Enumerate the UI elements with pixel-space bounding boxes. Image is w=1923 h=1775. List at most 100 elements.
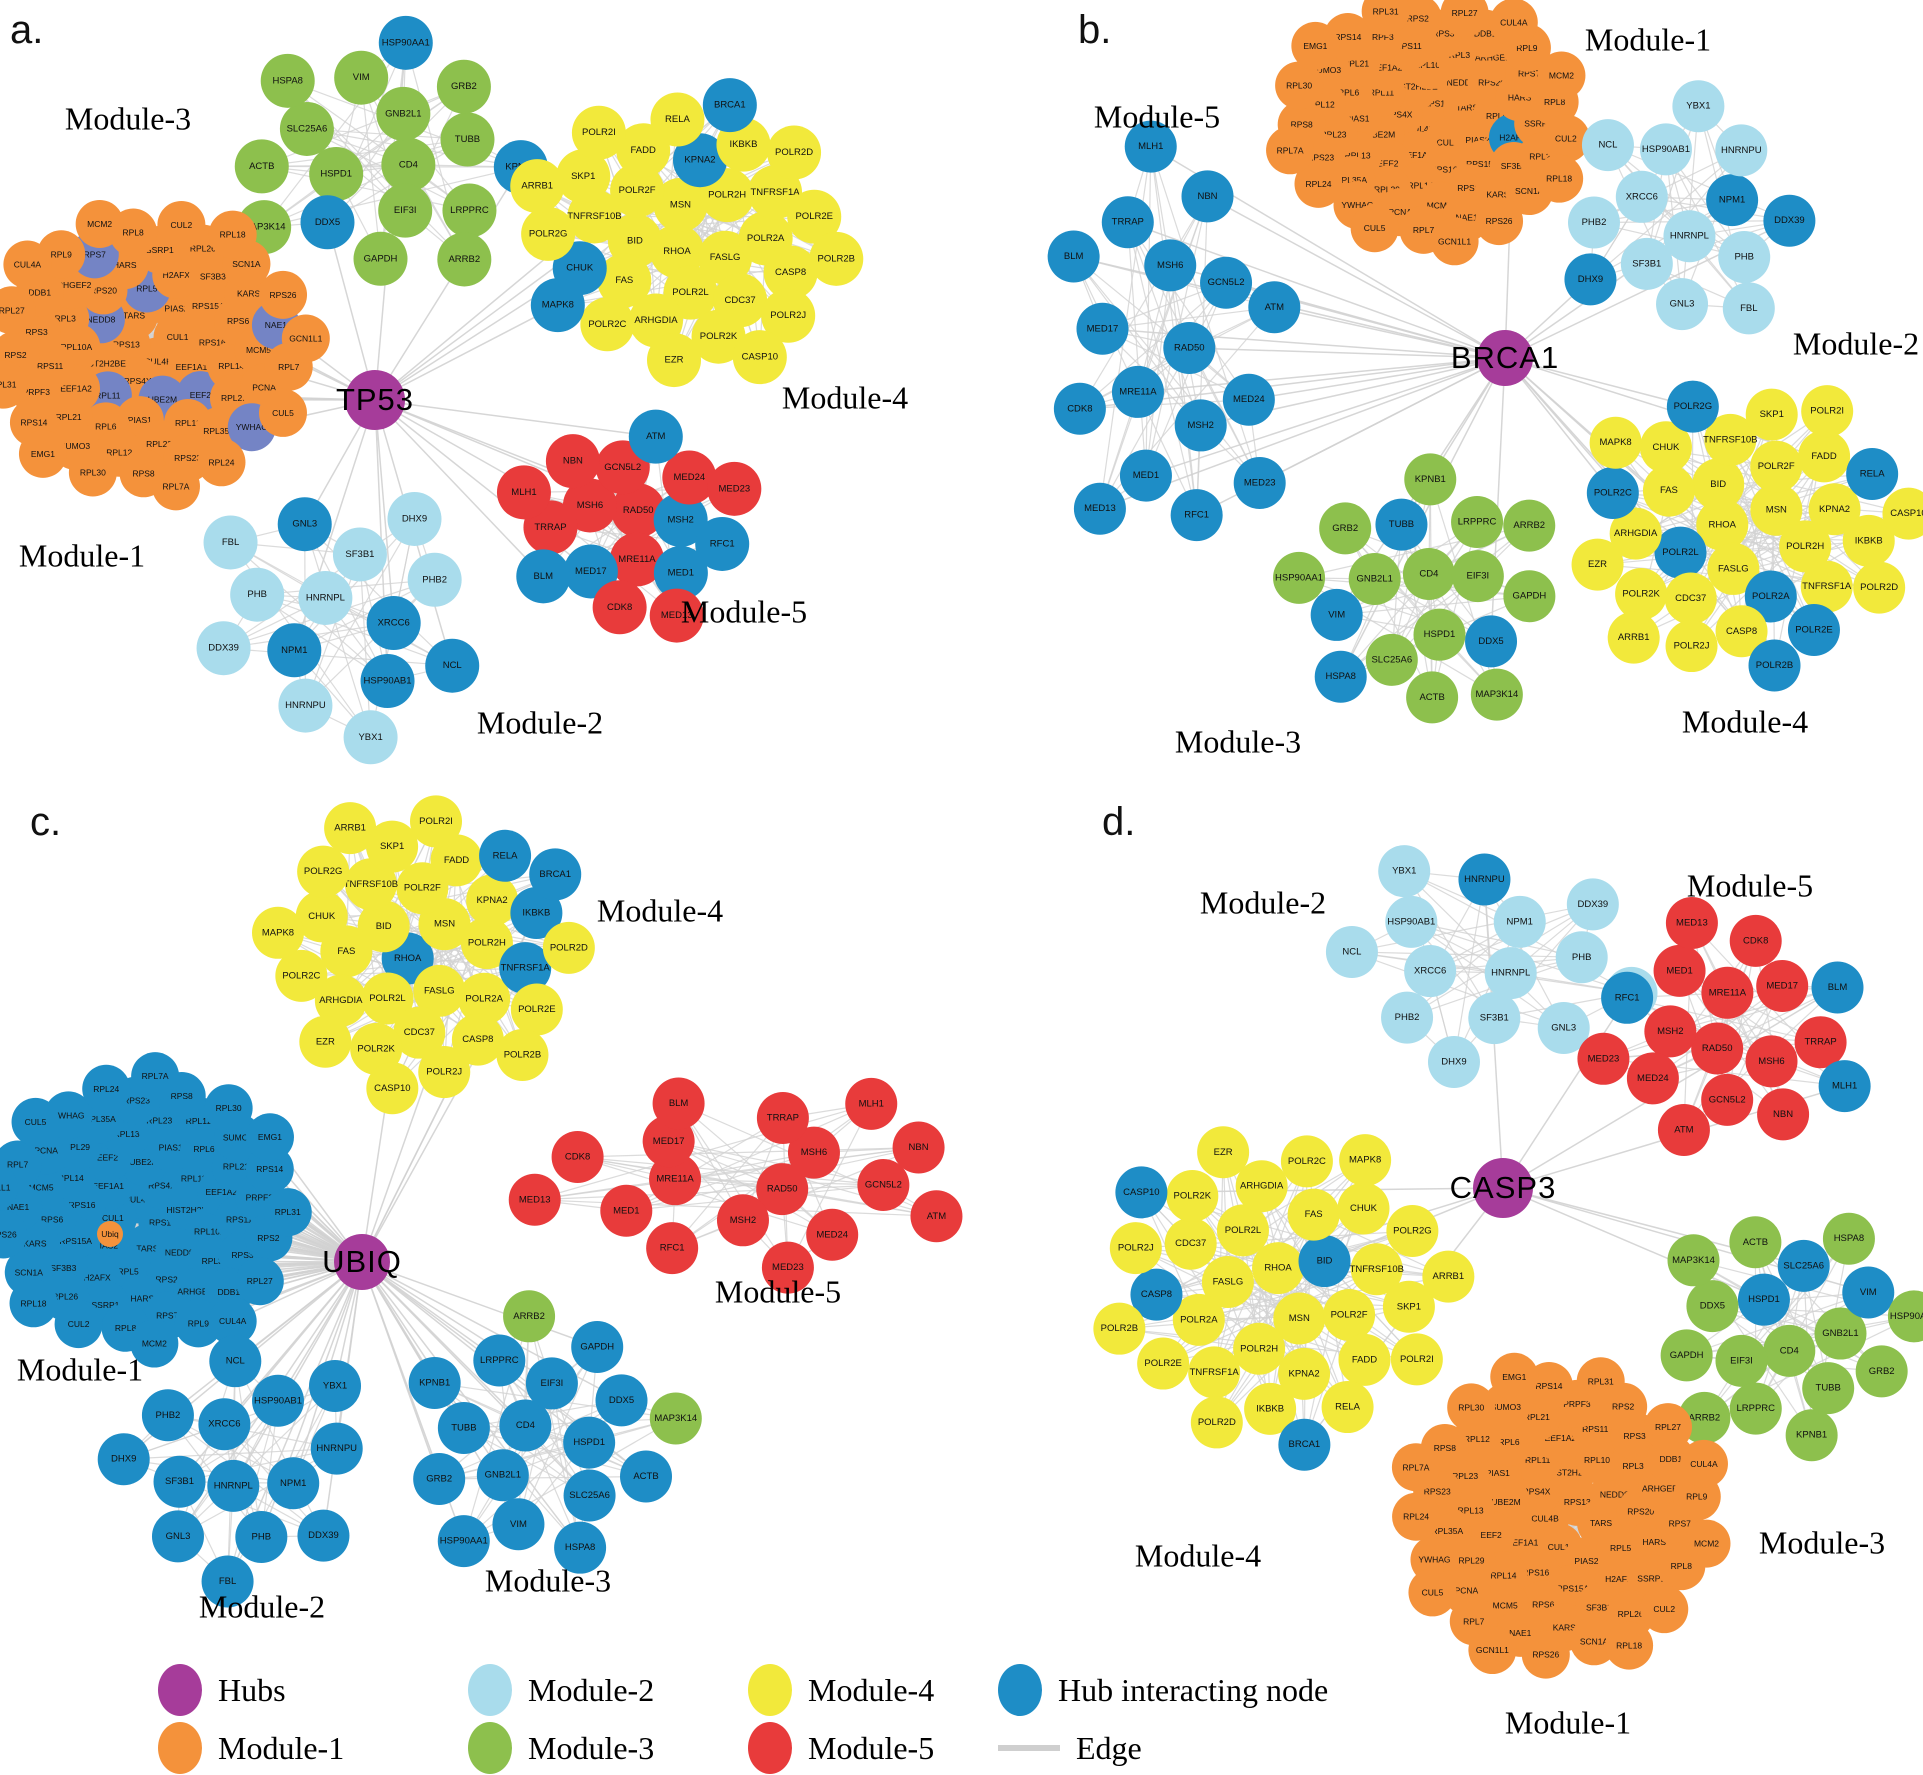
node-label-NAE1: NAE1: [1509, 1628, 1531, 1638]
node-label-RPL8: RPL8: [1544, 97, 1566, 107]
node-label-POLR2K: POLR2K: [1174, 1191, 1212, 1202]
node-label-PHB: PHB: [252, 1531, 272, 1542]
node-label-RPS26: RPS26: [270, 290, 297, 300]
node-label-DHX9: DHX9: [1441, 1056, 1466, 1067]
node-label-DDX5: DDX5: [609, 1395, 634, 1406]
caption-d-module1: Module-1: [1504, 1704, 1632, 1741]
node-label-VIM: VIM: [1860, 1287, 1877, 1298]
node-label-KARS: KARS: [237, 289, 260, 299]
node-label-FADD: FADD: [631, 145, 656, 156]
node-label-RPL7: RPL7: [1463, 1616, 1485, 1626]
node-label-RPL26: RPL26: [1618, 1609, 1644, 1619]
node-label-RFC1: RFC1: [660, 1243, 685, 1254]
node-label-EIF3I: EIF3I: [541, 1378, 564, 1389]
caption-c-module5: Module-5: [714, 1273, 842, 1310]
node-label-NEDD8: NEDD8: [87, 314, 116, 324]
edge: [1079, 399, 1249, 410]
node-label-HARS: HARS: [113, 260, 137, 270]
node-label-RPS11: RPS11: [1395, 41, 1422, 51]
node-label-CDK8: CDK8: [565, 1152, 590, 1163]
edge: [167, 1414, 337, 1450]
edge: [1137, 357, 1506, 393]
node-label-EIF3I: EIF3I: [1466, 571, 1489, 582]
node-label-RELA: RELA: [1860, 468, 1885, 479]
node-label-DDX5: DDX5: [1700, 1301, 1725, 1312]
node-label-RPL14: RPL14: [218, 361, 244, 371]
node-label-MED17: MED17: [1087, 323, 1119, 334]
caption-b-module3: Module-3: [1174, 723, 1302, 760]
node-label-RPL24: RPL24: [93, 1084, 119, 1094]
node-label-POLR2J: POLR2J: [426, 1067, 462, 1078]
legend-item-module5: Module-5: [748, 1720, 934, 1775]
edge: [1403, 870, 1495, 1019]
node-label-ARRB2: ARRB2: [1513, 520, 1545, 531]
node-label-BID: BID: [627, 235, 643, 246]
edge: [1670, 986, 1838, 1032]
edge: [1351, 903, 1593, 953]
node-BLM: [516, 549, 571, 604]
node-label-GNB2L1: GNB2L1: [1356, 573, 1392, 584]
node-label-MED17: MED17: [1766, 980, 1798, 991]
node-label-SKP1: SKP1: [1760, 409, 1784, 420]
node-label-HSPD1: HSPD1: [320, 168, 352, 179]
node-label-RPL35A: RPL35A: [203, 426, 235, 436]
node-label-FBL: FBL: [222, 537, 239, 548]
node-label-SF3B1: SF3B1: [165, 1476, 194, 1487]
node-label-SUMO3: SUMO3: [1491, 1402, 1522, 1412]
node-label-EZR: EZR: [1214, 1147, 1233, 1158]
node-label-ARHGEF2: ARHGEF2: [1475, 52, 1515, 62]
node-label-MAPK8: MAPK8: [262, 927, 294, 938]
node-label-POLR2D: POLR2D: [1860, 582, 1898, 593]
node-MRE11A: [609, 532, 664, 587]
node-label-GCN1L1: GCN1L1: [1438, 236, 1471, 246]
node-label-NAE1: NAE1: [1455, 212, 1477, 222]
node-RPL24: [197, 438, 246, 487]
node-EMG1: [18, 429, 67, 478]
edge: [374, 399, 544, 577]
node-label-ARHGEF2: ARHGEF2: [51, 280, 91, 290]
node-label-DHX9: DHX9: [402, 513, 427, 524]
node-GAPDH: [353, 231, 408, 286]
node-label-SSRP1: SSRP1: [1524, 119, 1552, 129]
node-label-RPL3: RPL3: [1449, 50, 1471, 60]
node-label-EEF2: EEF2: [1377, 159, 1399, 169]
edge: [287, 80, 470, 212]
node-label-CASP10: CASP10: [742, 352, 778, 363]
node-label-RPL31: RPL31: [1588, 1376, 1614, 1386]
node-label-SKP1: SKP1: [1397, 1301, 1421, 1312]
node-label-PRPF3: PRPF3: [1366, 32, 1394, 42]
node-label-RPL6: RPL6: [1498, 1437, 1520, 1447]
node-label-TRRAP: TRRAP: [767, 1112, 799, 1123]
edge: [1207, 195, 1506, 359]
node-label-CASP8: CASP8: [462, 1034, 493, 1045]
node-DHX9: [387, 491, 442, 546]
node-label-RPL31: RPL31: [275, 1207, 301, 1217]
node-label-RPS2: RPS2: [257, 1233, 279, 1243]
node-label-MAP3K14: MAP3K14: [1475, 689, 1518, 700]
node-label-HARS: HARS: [1508, 92, 1532, 102]
node-MLH1: [496, 465, 551, 520]
node-label-PHB: PHB: [1572, 952, 1592, 963]
node-label-ARHGDIA: ARHGDIA: [1240, 1181, 1284, 1192]
node-VIM: [334, 50, 389, 105]
node-label-ARHGDIA: ARHGDIA: [319, 995, 363, 1006]
node-label-ATM: ATM: [1674, 1124, 1693, 1135]
node-label-BID: BID: [1710, 479, 1726, 490]
node-label-NBN: NBN: [909, 1142, 929, 1153]
caption-a-module2: Module-2: [476, 704, 604, 741]
node-label-EZR: EZR: [665, 355, 684, 366]
node-label-DDX39: DDX39: [1774, 215, 1805, 226]
node-label-RPS3: RPS3: [1432, 29, 1454, 39]
node-label-RPS7: RPS7: [84, 249, 106, 259]
node-label-RHOA: RHOA: [1709, 519, 1737, 530]
node-label-CUL4A: CUL4A: [219, 1316, 247, 1326]
node-label-MED24: MED24: [673, 472, 705, 483]
legend-label: Module-4: [808, 1671, 935, 1708]
node-label-RPS2: RPS2: [1612, 1402, 1634, 1412]
node-label-KPNB1: KPNB1: [419, 1377, 450, 1388]
node-label-POLR2G: POLR2G: [1393, 1225, 1432, 1236]
node-MED24: [662, 450, 717, 505]
node-label-PIAS1: PIAS1: [1345, 113, 1369, 123]
node-label-CDC37: CDC37: [725, 295, 756, 306]
node-label-RPL29: RPL29: [1374, 185, 1400, 195]
